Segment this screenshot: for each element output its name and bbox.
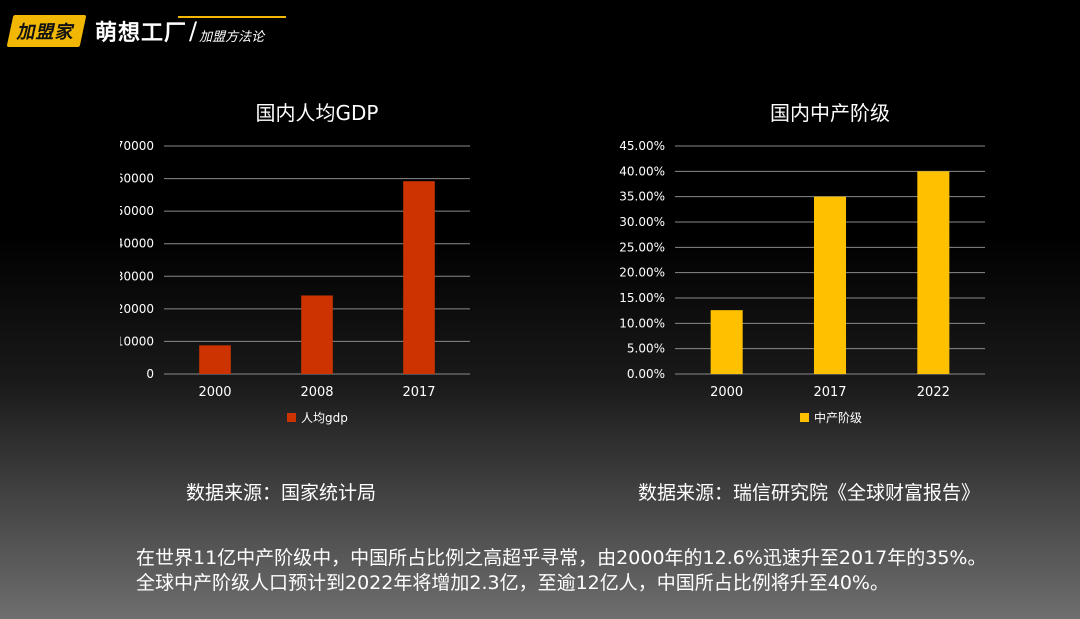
bar [710, 310, 743, 374]
x-tick-label: 2017 [813, 385, 846, 400]
y-tick-label: 25.00% [619, 240, 665, 254]
legend-label: 人均gdp [301, 411, 348, 425]
summary-text: 在世界11亿中产阶级中，中国所占比例之高超乎寻常，由2000年的12.6%迅速升… [136, 546, 986, 596]
brand-divider: / [189, 17, 198, 45]
y-tick-label: 45.00% [619, 139, 665, 153]
source-right: 数据来源：瑞信研究院《全球财富报告》 [638, 482, 981, 504]
legend-label: 中产阶级 [814, 410, 862, 425]
y-tick-label: 35.00% [619, 190, 665, 204]
chart-svg: 国内中产阶级 0.00% 5.00% 10.00% 15.00% 20.00% 25.00%… [619, 101, 985, 425]
x-tick-label: 2008 [300, 385, 333, 400]
y-tick-label: 15.00% [619, 291, 665, 305]
legend-swatch [800, 413, 809, 422]
y-tick-label: 70000 [120, 139, 154, 153]
x-tick-label: 2017 [402, 385, 435, 400]
brand-accent-line [178, 16, 286, 18]
brand-logo: 加盟家 [6, 15, 87, 47]
chart-title: 国内中产阶级 [770, 101, 890, 125]
y-tick-label: 10000 [120, 334, 154, 348]
y-tick-label: 0 [146, 367, 154, 381]
y-tick-label: 20.00% [619, 266, 665, 280]
bar [301, 295, 333, 374]
y-tick-label: 30000 [120, 269, 154, 283]
x-tick-label: 2000 [198, 385, 231, 400]
x-tick-label: 2000 [710, 385, 743, 400]
x-tick-label: 2022 [917, 385, 950, 400]
brand-subtitle: 加盟方法论 [199, 29, 265, 45]
gdp-chart: 国内人均GDP 0 10000 20000 30000 40000 50000 60000 70… [116, 90, 500, 440]
summary-line-1: 在世界11亿中产阶级中，中国所占比例之高超乎寻常，由2000年的12.6%迅速升… [136, 547, 987, 569]
bar [917, 171, 950, 374]
source-left: 数据来源：国家统计局 [186, 482, 377, 504]
y-tick-label: 10.00% [619, 316, 665, 330]
y-tick-label: 50000 [120, 204, 154, 218]
y-tick-label: 0.00% [627, 367, 665, 381]
y-tick-label: 60000 [120, 172, 154, 186]
y-tick-label: 40.00% [619, 164, 665, 178]
chart-svg: 国内人均GDP 0 10000 20000 30000 40000 50000 60000 70… [116, 101, 470, 425]
bar [199, 345, 231, 374]
y-tick-label: 30.00% [619, 215, 665, 229]
y-tick-label: 20000 [120, 302, 154, 316]
brand-bar: 加盟家 萌想工厂 / 加盟方法论 [6, 14, 265, 48]
bar [403, 181, 435, 374]
chart-title: 国内人均GDP [256, 101, 379, 125]
bar [813, 196, 847, 374]
y-tick-label: 5.00% [627, 342, 665, 356]
brand-title: 萌想工厂 [95, 21, 188, 46]
y-tick-label: 40000 [120, 237, 154, 251]
middle-class-chart: 国内中产阶级 0.00% 5.00% 10.00% 15.00% 20.00% 25.00%… [600, 90, 1020, 440]
summary-line-2: 全球中产阶级人口预计到2022年将增加2.3亿，至逾12亿人，中国所占比例将升至… [136, 572, 889, 594]
legend-swatch [287, 413, 296, 422]
